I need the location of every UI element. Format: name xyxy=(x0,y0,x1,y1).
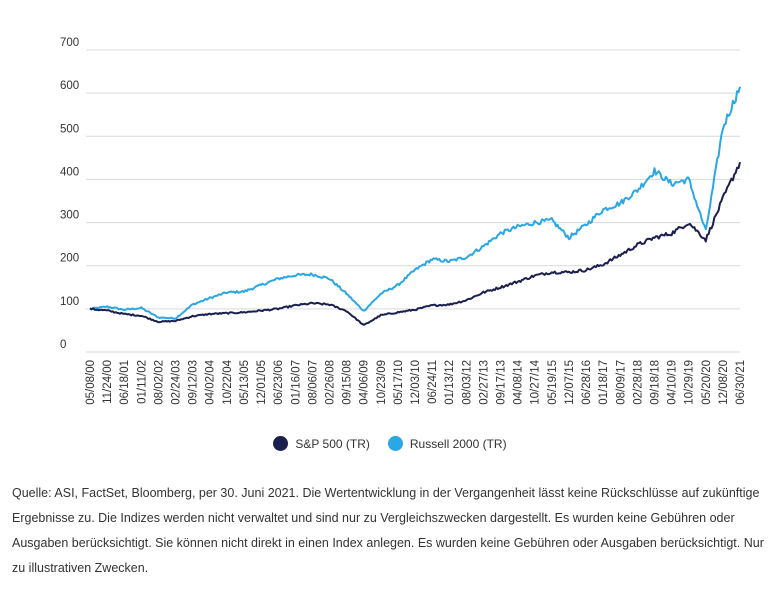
x-tick-label: 10/29/19 xyxy=(684,360,696,405)
series-lines xyxy=(89,86,741,326)
x-tick-label: 05/17/10 xyxy=(393,360,405,405)
source-note: Quelle: ASI, FactSet, Bloomberg, per 30.… xyxy=(12,486,764,575)
legend-label-russell2000: Russell 2000 (TR) xyxy=(409,436,507,451)
x-tick-label: 02/27/13 xyxy=(478,360,490,405)
x-tick-label: 12/07/15 xyxy=(564,360,576,405)
x-tick-label: 08/02/02 xyxy=(153,360,165,405)
legend-item-sp500: S&P 500 (TR) xyxy=(273,436,370,451)
x-tick-label: 09/17/13 xyxy=(496,360,508,405)
x-tick-label: 10/23/09 xyxy=(376,360,388,405)
y-axis: 0 100 200 300 400 500 600 700 xyxy=(60,37,79,351)
y-tick-label: 200 xyxy=(60,253,79,265)
x-tick-label: 08/09/17 xyxy=(615,360,627,405)
y-tick-label: 100 xyxy=(60,296,79,308)
series-line-sp500 xyxy=(89,161,741,326)
x-tick-label: 09/12/03 xyxy=(188,360,200,405)
y-tick-label: 400 xyxy=(60,166,79,178)
x-tick-label: 05/13/05 xyxy=(239,360,251,405)
y-tick-label: 600 xyxy=(60,80,79,92)
x-tick-label: 12/01/05 xyxy=(256,360,268,405)
legend-swatch-sp500 xyxy=(273,436,289,451)
x-tick-label: 11/24/00 xyxy=(102,360,114,404)
x-tick-label: 06/30/21 xyxy=(735,360,747,405)
x-tick-label: 12/03/10 xyxy=(410,360,422,405)
x-tick-label: 02/26/08 xyxy=(324,360,336,405)
x-tick-label: 06/18/01 xyxy=(119,360,131,405)
x-tick-label: 01/11/02 xyxy=(136,360,148,404)
x-tick-label: 02/24/03 xyxy=(171,360,183,405)
x-tick-label: 01/13/12 xyxy=(444,360,456,405)
x-tick-label: 05/20/20 xyxy=(701,360,713,405)
x-tick-label: 04/06/09 xyxy=(359,360,371,405)
x-tick-label: 10/27/14 xyxy=(530,359,542,404)
x-tick-label: 04/10/19 xyxy=(667,360,679,405)
y-tick-label: 700 xyxy=(60,37,79,49)
x-tick-label: 05/08/00 xyxy=(85,360,97,405)
x-axis: 05/08/00 11/24/00 06/18/01 01/11/02 08/02/02… xyxy=(85,359,747,404)
x-tick-label: 05/19/15 xyxy=(547,360,559,405)
x-tick-label: 01/18/17 xyxy=(598,360,610,405)
grid-lines xyxy=(86,49,740,353)
legend-item-russell2000: Russell 2000 (TR) xyxy=(387,436,507,451)
x-tick-label: 06/24/11 xyxy=(427,360,439,404)
legend-label-sp500: S&P 500 (TR) xyxy=(295,436,370,451)
x-tick-label: 09/18/18 xyxy=(649,360,661,405)
x-tick-label: 06/23/06 xyxy=(273,360,285,405)
y-tick-label: 0 xyxy=(60,339,66,351)
series-line-russell2000 xyxy=(89,86,741,320)
x-tick-label: 04/02/04 xyxy=(205,359,217,404)
legend-swatch-russell2000 xyxy=(387,436,403,451)
legend: S&P 500 (TR) Russell 2000 (TR) xyxy=(0,436,780,451)
x-tick-label: 10/22/04 xyxy=(222,359,234,404)
x-tick-label: 04/08/14 xyxy=(513,359,525,404)
y-tick-label: 500 xyxy=(60,123,79,135)
y-tick-label: 300 xyxy=(60,210,79,222)
x-tick-label: 08/06/07 xyxy=(307,360,319,405)
x-tick-label: 01/16/07 xyxy=(290,360,302,405)
x-tick-label: 06/28/16 xyxy=(581,360,593,405)
x-tick-label: 02/28/18 xyxy=(632,360,644,405)
x-tick-label: 08/03/12 xyxy=(461,360,473,405)
x-tick-label: 12/08/20 xyxy=(718,360,730,405)
x-tick-label: 09/15/08 xyxy=(342,360,354,405)
